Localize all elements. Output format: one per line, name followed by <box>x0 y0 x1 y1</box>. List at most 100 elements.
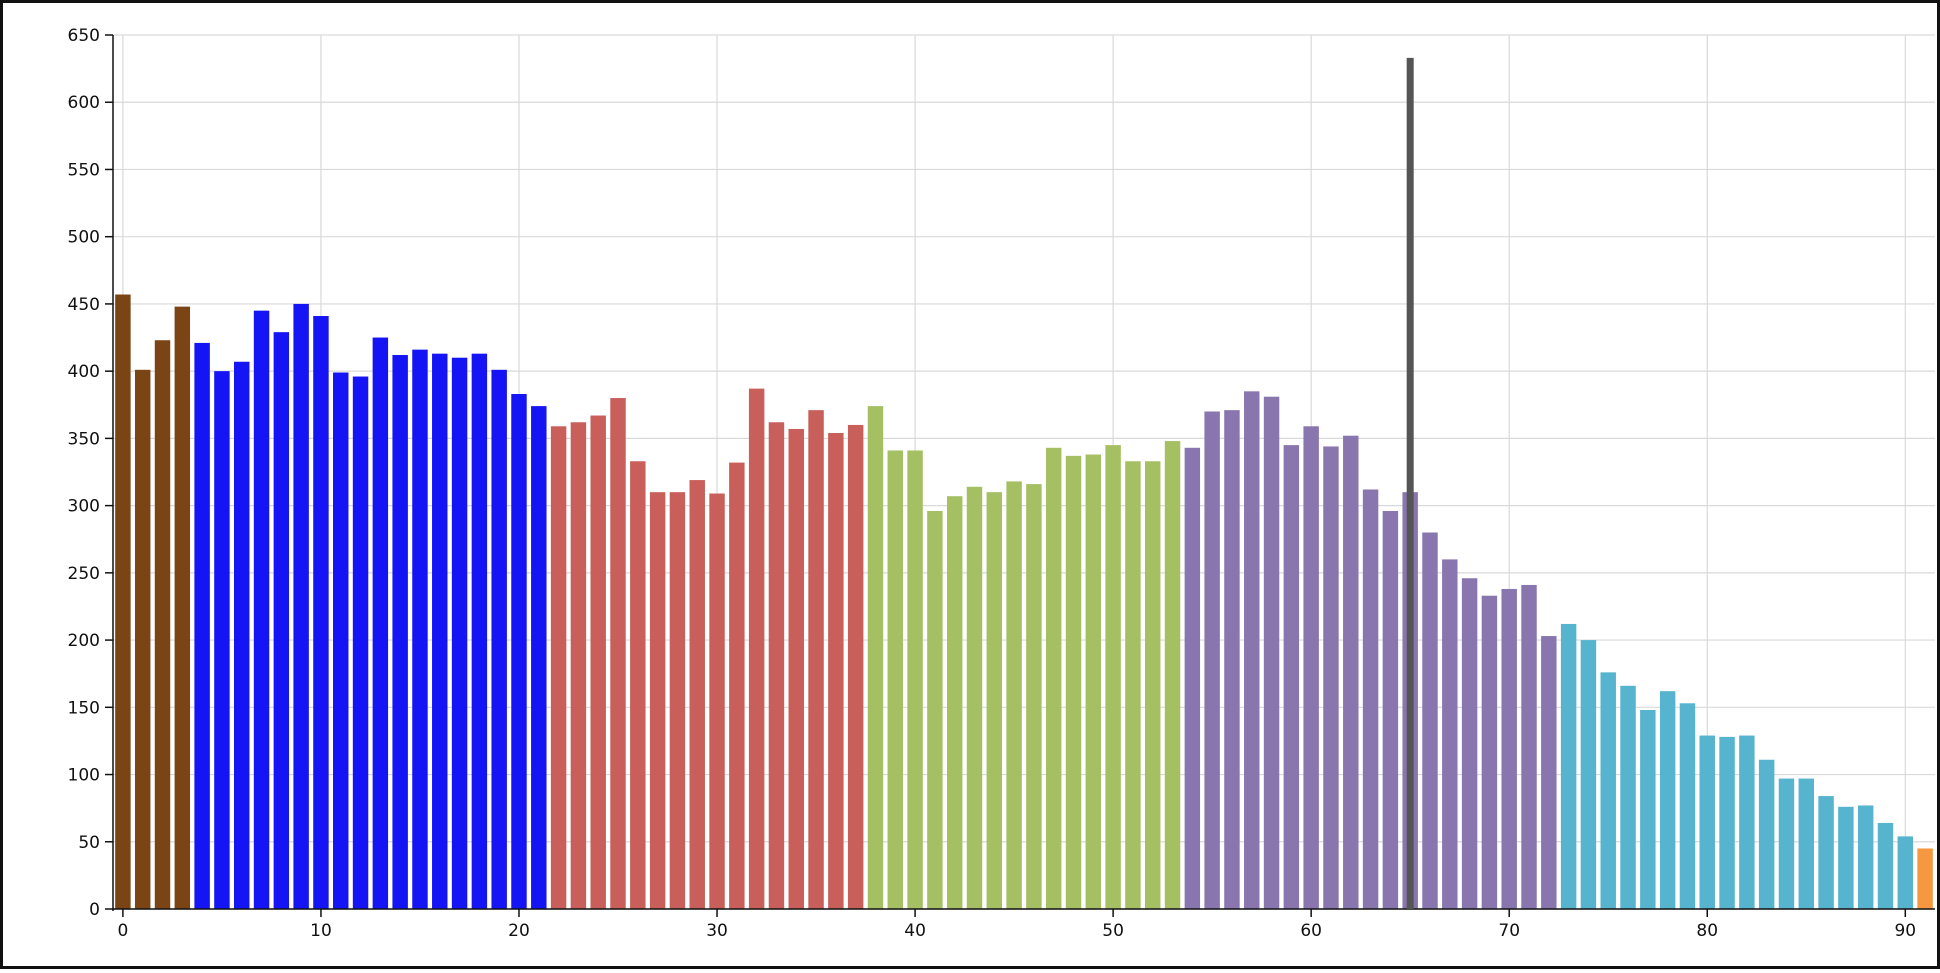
bar <box>907 450 923 909</box>
bar <box>1125 461 1141 909</box>
bar <box>867 406 884 909</box>
bar <box>1857 805 1874 909</box>
bar <box>550 426 567 909</box>
bar <box>1877 822 1894 909</box>
bar <box>610 398 626 909</box>
bar <box>412 349 428 909</box>
bar <box>234 361 250 909</box>
bar <box>154 340 171 910</box>
bar <box>748 388 765 909</box>
bar <box>1263 396 1280 909</box>
bar <box>1600 672 1616 909</box>
y-tick-label: 350 <box>68 429 100 449</box>
bar <box>115 294 131 910</box>
x-tick-label: 20 <box>508 921 530 941</box>
bar <box>1758 759 1775 909</box>
bar <box>1244 391 1260 909</box>
bar <box>788 428 804 909</box>
bar <box>1659 691 1676 909</box>
x-tick-label: 10 <box>310 921 332 941</box>
bar <box>887 450 903 909</box>
x-tick-label: 0 <box>117 921 128 941</box>
bar <box>194 342 210 909</box>
bar <box>293 303 309 909</box>
bar <box>134 369 151 910</box>
bar <box>1442 559 1458 909</box>
bar <box>511 394 527 909</box>
y-tick-label: 50 <box>78 833 100 853</box>
bar <box>214 371 230 910</box>
bar <box>1065 455 1082 909</box>
bar <box>1640 709 1656 909</box>
bar <box>828 433 844 909</box>
bar <box>1521 584 1537 909</box>
bar <box>432 353 448 910</box>
bar <box>1164 441 1181 909</box>
bar <box>1679 703 1696 909</box>
bar <box>768 422 785 909</box>
y-tick-label: 500 <box>68 228 100 248</box>
bar <box>1422 532 1438 909</box>
bar <box>1283 445 1300 909</box>
x-tick-label: 90 <box>1894 921 1916 941</box>
axes: 0 50 100 150 200 250 300 350 400 450 500 550 600 650 0… <box>68 26 1935 941</box>
x-tick-label: 30 <box>706 921 728 941</box>
x-tick-label: 60 <box>1300 921 1322 941</box>
bar <box>808 410 824 909</box>
bar <box>1778 778 1795 909</box>
bar <box>471 353 488 910</box>
bar <box>1303 426 1319 909</box>
bar <box>709 493 725 909</box>
x-tick-label: 80 <box>1696 921 1718 941</box>
bar <box>590 415 606 909</box>
bar <box>630 461 646 909</box>
bar <box>1501 588 1517 909</box>
y-tick-label: 550 <box>68 160 100 180</box>
y-tick-label: 200 <box>68 631 100 651</box>
bar <box>1897 836 1914 909</box>
bar <box>1461 578 1478 909</box>
y-tick-label: 150 <box>68 698 100 718</box>
y-tick-label: 650 <box>68 26 100 46</box>
bar <box>1541 636 1557 909</box>
bar <box>729 462 745 909</box>
bar <box>1362 489 1379 909</box>
y-tick-label: 450 <box>68 295 100 315</box>
y-tick-label: 300 <box>68 497 100 517</box>
bar <box>1006 481 1022 909</box>
x-tick-label: 70 <box>1498 921 1520 941</box>
y-tick-label: 250 <box>68 564 100 584</box>
y-tick-label: 400 <box>68 362 100 382</box>
bar <box>333 372 349 909</box>
bar <box>1560 623 1577 909</box>
x-tick-label: 50 <box>1102 921 1124 941</box>
bar <box>313 316 329 909</box>
bar <box>1224 410 1240 909</box>
bar <box>1204 411 1220 909</box>
bar <box>847 424 864 909</box>
bar <box>1580 640 1597 909</box>
bar <box>531 406 547 909</box>
bar <box>1699 735 1715 909</box>
bar <box>649 492 666 909</box>
y-tick-label: 0 <box>89 900 100 920</box>
bar <box>1481 595 1498 909</box>
bar <box>1323 446 1339 909</box>
x-tick-label: 40 <box>904 921 926 941</box>
bar <box>451 357 468 909</box>
bar <box>1085 454 1102 909</box>
bar <box>1818 796 1834 909</box>
y-tick-label: 600 <box>68 93 100 113</box>
y-tick-label: 100 <box>68 766 100 786</box>
bar <box>669 492 686 909</box>
bar <box>1719 736 1735 909</box>
bar <box>1184 447 1201 909</box>
bar <box>946 496 963 909</box>
bar <box>1798 778 1814 909</box>
bar <box>352 376 369 909</box>
bars <box>115 294 1933 910</box>
bar <box>392 355 408 910</box>
